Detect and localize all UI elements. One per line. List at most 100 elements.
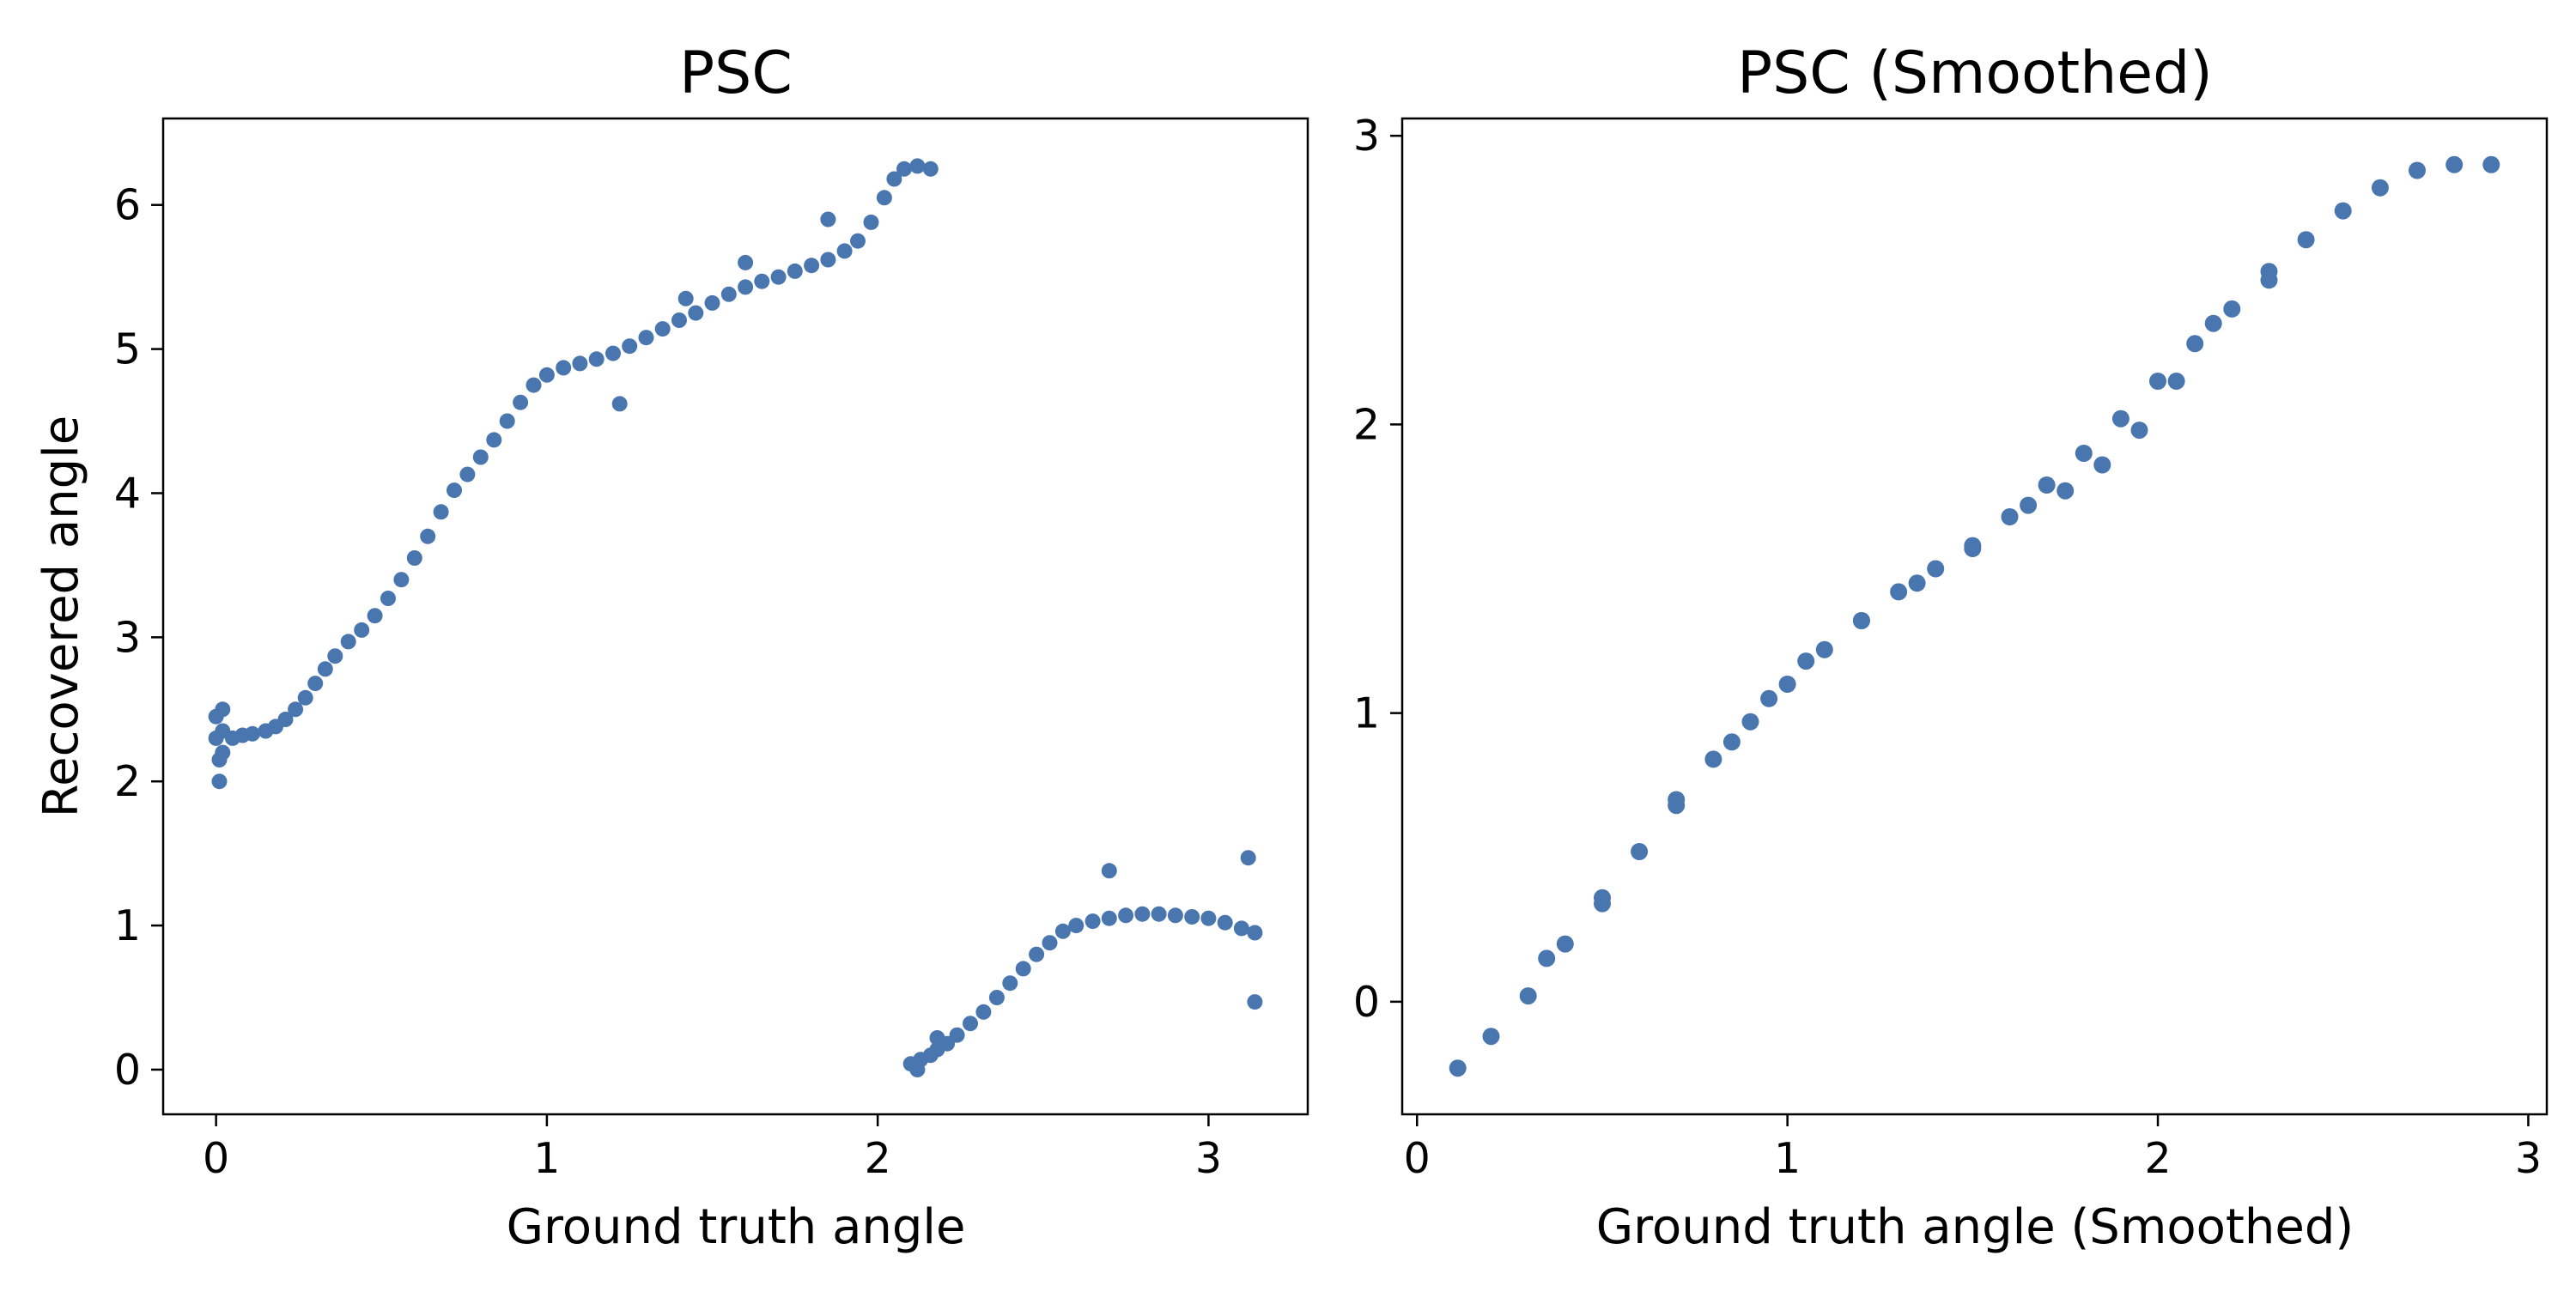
y-axis-label: Recovered angle — [33, 416, 89, 817]
y-tick-label: 0 — [114, 1046, 141, 1095]
data-point — [1167, 907, 1183, 924]
data-point — [2409, 161, 2426, 179]
chart-title: PSC (Smoothed) — [1737, 39, 2213, 107]
data-point — [1449, 1059, 1467, 1077]
data-point — [1084, 913, 1101, 930]
data-point — [1778, 676, 1796, 693]
data-point — [738, 279, 754, 295]
data-point — [472, 449, 489, 465]
data-point — [975, 1004, 992, 1020]
data-point — [2130, 422, 2148, 440]
plot-frame — [161, 117, 1309, 1116]
data-point — [949, 1027, 965, 1043]
data-point — [1760, 689, 1778, 707]
data-point — [1964, 540, 1982, 557]
data-point — [820, 252, 836, 268]
data-point — [526, 377, 542, 393]
data-point — [1054, 923, 1071, 939]
data-point — [876, 190, 892, 206]
data-point — [588, 351, 605, 367]
data-point — [406, 550, 422, 566]
y-tick-label: 3 — [1353, 112, 1380, 161]
data-point — [754, 273, 770, 289]
data-point — [2445, 155, 2464, 173]
x-tick-label: 1 — [533, 1134, 560, 1183]
data-point — [850, 233, 866, 249]
x-axis-ticks: 0 1 2 3 — [203, 1114, 1222, 1183]
data-point — [1247, 925, 1263, 941]
data-point — [486, 432, 502, 448]
x-tick-label: 0 — [1404, 1134, 1431, 1183]
data-point — [922, 161, 939, 177]
x-tick-label: 3 — [2515, 1134, 2542, 1183]
data-point — [393, 572, 410, 588]
scatter-points — [1449, 155, 2500, 1077]
chart-psc-smoothed: PSC (Smoothed) 0 1 2 3 0 1 2 3 Ground truth an… — [1353, 39, 2549, 1255]
data-point — [1233, 920, 1249, 937]
y-axis-ticks: 0 1 2 3 4 5 6 — [114, 181, 163, 1095]
data-point — [327, 648, 343, 664]
data-point — [1029, 946, 1045, 962]
data-point — [720, 286, 737, 302]
data-point — [447, 482, 462, 499]
data-point — [459, 466, 476, 482]
data-point — [2482, 155, 2500, 173]
data-point — [317, 661, 333, 677]
plot-frame — [1400, 117, 2549, 1116]
data-point — [1556, 935, 1574, 953]
data-point — [1519, 987, 1537, 1005]
data-point — [738, 254, 754, 270]
data-point — [1217, 914, 1233, 931]
data-point — [677, 290, 694, 306]
data-point — [804, 258, 820, 274]
data-point — [513, 394, 529, 410]
data-point — [1797, 652, 1815, 670]
data-point — [638, 330, 654, 346]
x-tick-label: 1 — [1774, 1134, 1801, 1183]
data-point — [1741, 713, 1759, 731]
data-point — [1240, 850, 1256, 866]
data-point — [929, 1030, 945, 1046]
data-point — [1538, 949, 1556, 967]
x-axis-label: Ground truth angle (Smoothed) — [1596, 1199, 2354, 1255]
data-point — [2111, 409, 2129, 428]
data-point — [863, 214, 879, 230]
data-point — [704, 294, 720, 311]
data-point — [1068, 918, 1084, 934]
data-point — [297, 689, 313, 706]
data-point — [1927, 560, 1945, 578]
data-point — [215, 744, 231, 761]
data-point — [354, 622, 370, 638]
data-point — [211, 773, 228, 790]
data-point — [1118, 907, 1134, 924]
data-point — [1200, 910, 1217, 926]
data-point — [2038, 476, 2056, 494]
x-tick-label: 0 — [203, 1134, 229, 1183]
data-point — [2075, 445, 2093, 462]
data-point — [380, 591, 396, 606]
data-point — [909, 1062, 926, 1077]
y-tick-label: 0 — [1353, 978, 1380, 1027]
data-point — [2093, 456, 2111, 474]
data-point — [2297, 231, 2315, 249]
data-point — [1594, 895, 1611, 913]
data-point — [1101, 910, 1117, 926]
data-point — [1704, 750, 1722, 768]
data-point — [1002, 975, 1018, 992]
data-point — [836, 243, 853, 259]
data-point — [2057, 482, 2075, 500]
data-point — [1852, 612, 1870, 629]
data-point — [2223, 300, 2241, 318]
scatter-points — [208, 158, 1263, 1077]
data-point — [433, 504, 449, 520]
y-tick-label: 3 — [114, 613, 141, 662]
y-tick-label: 1 — [1353, 689, 1380, 738]
data-point — [688, 305, 704, 321]
data-point — [2020, 496, 2038, 514]
x-axis-label: Ground truth angle — [507, 1199, 966, 1255]
data-point — [909, 158, 926, 174]
x-tick-label: 2 — [865, 1134, 891, 1183]
x-tick-label: 3 — [1195, 1134, 1222, 1183]
x-tick-label: 2 — [2144, 1134, 2171, 1183]
